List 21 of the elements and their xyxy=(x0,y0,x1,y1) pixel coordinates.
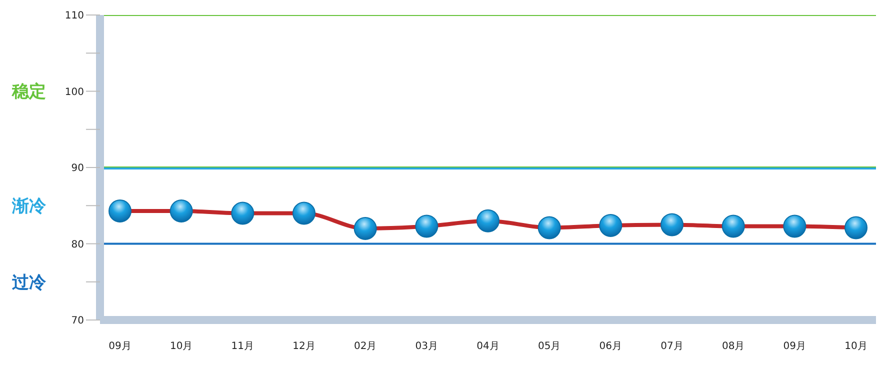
x-tick-label: 10月 xyxy=(170,341,193,352)
x-tick-label: 10月 xyxy=(844,341,868,352)
x-tick-label: 11月 xyxy=(231,341,254,352)
x-tick-label: 06月 xyxy=(599,341,622,352)
x-tick-label: 07月 xyxy=(660,341,684,352)
text: 过冷 xyxy=(11,272,47,293)
y-tick-label: 70 xyxy=(71,316,84,327)
x-tick-label: 04月 xyxy=(476,341,500,352)
x-tick-label: 03月 xyxy=(415,341,438,352)
y-tick-label: 100 xyxy=(64,86,84,98)
text: 渐冷 xyxy=(11,196,47,217)
y-tick-label: 110 xyxy=(64,10,84,22)
x-tick-label: 09月 xyxy=(783,341,806,352)
x-tick-label: 08月 xyxy=(722,341,745,352)
y-tick-label: 80 xyxy=(71,239,84,250)
y-tick-label: 90 xyxy=(71,163,84,174)
x-tick-label: 02月 xyxy=(354,341,377,352)
x-tick-label: 09月 xyxy=(108,341,132,352)
text: 稳定 xyxy=(11,82,46,102)
x-tick-label: 05月 xyxy=(538,341,561,352)
x-tick-label: 12月 xyxy=(292,341,316,352)
